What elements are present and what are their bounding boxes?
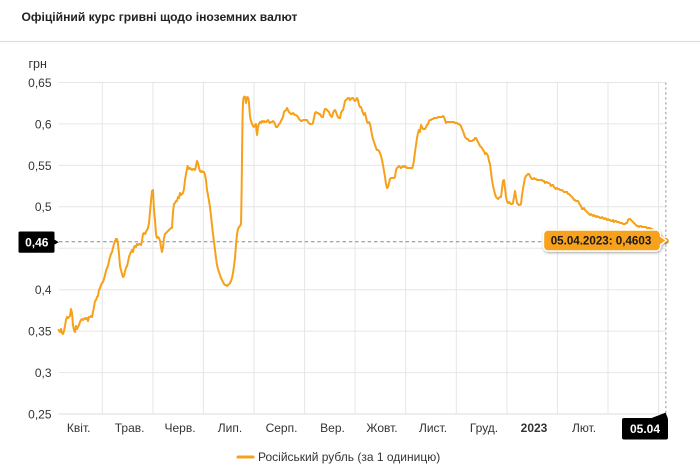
svg-text:Російський рубль (за 1 одиницю: Російський рубль (за 1 одиницю)	[258, 450, 440, 464]
svg-text:0,35: 0,35	[28, 325, 52, 339]
svg-text:0,46: 0,46	[25, 235, 49, 249]
svg-text:0,65: 0,65	[28, 76, 52, 90]
svg-text:Офіційний курс гривні щодо іно: Офіційний курс гривні щодо іноземних вал…	[22, 10, 298, 24]
svg-text:2023: 2023	[521, 421, 548, 435]
svg-text:Черв.: Черв.	[164, 421, 195, 435]
svg-text:Жовт.: Жовт.	[366, 421, 397, 435]
svg-text:Серп.: Серп.	[266, 421, 298, 435]
svg-text:0,55: 0,55	[28, 159, 52, 173]
svg-text:Лип.: Лип.	[218, 421, 242, 435]
svg-text:Трав.: Трав.	[115, 421, 145, 435]
svg-text:Квіт.: Квіт.	[67, 421, 91, 435]
svg-text:05.04.2023: 0,4603: 05.04.2023: 0,4603	[551, 235, 652, 248]
svg-text:05.04: 05.04	[630, 422, 660, 436]
svg-text:0,5: 0,5	[35, 200, 52, 214]
svg-text:0,4: 0,4	[35, 283, 52, 297]
svg-text:грн: грн	[29, 57, 48, 71]
svg-text:0,3: 0,3	[35, 366, 52, 380]
svg-text:0,25: 0,25	[28, 407, 52, 421]
svg-text:Вер.: Вер.	[320, 421, 345, 435]
svg-text:Груд.: Груд.	[470, 421, 498, 435]
svg-text:0,6: 0,6	[35, 117, 52, 131]
svg-text:Лют.: Лют.	[572, 421, 596, 435]
svg-text:Лист.: Лист.	[419, 421, 447, 435]
